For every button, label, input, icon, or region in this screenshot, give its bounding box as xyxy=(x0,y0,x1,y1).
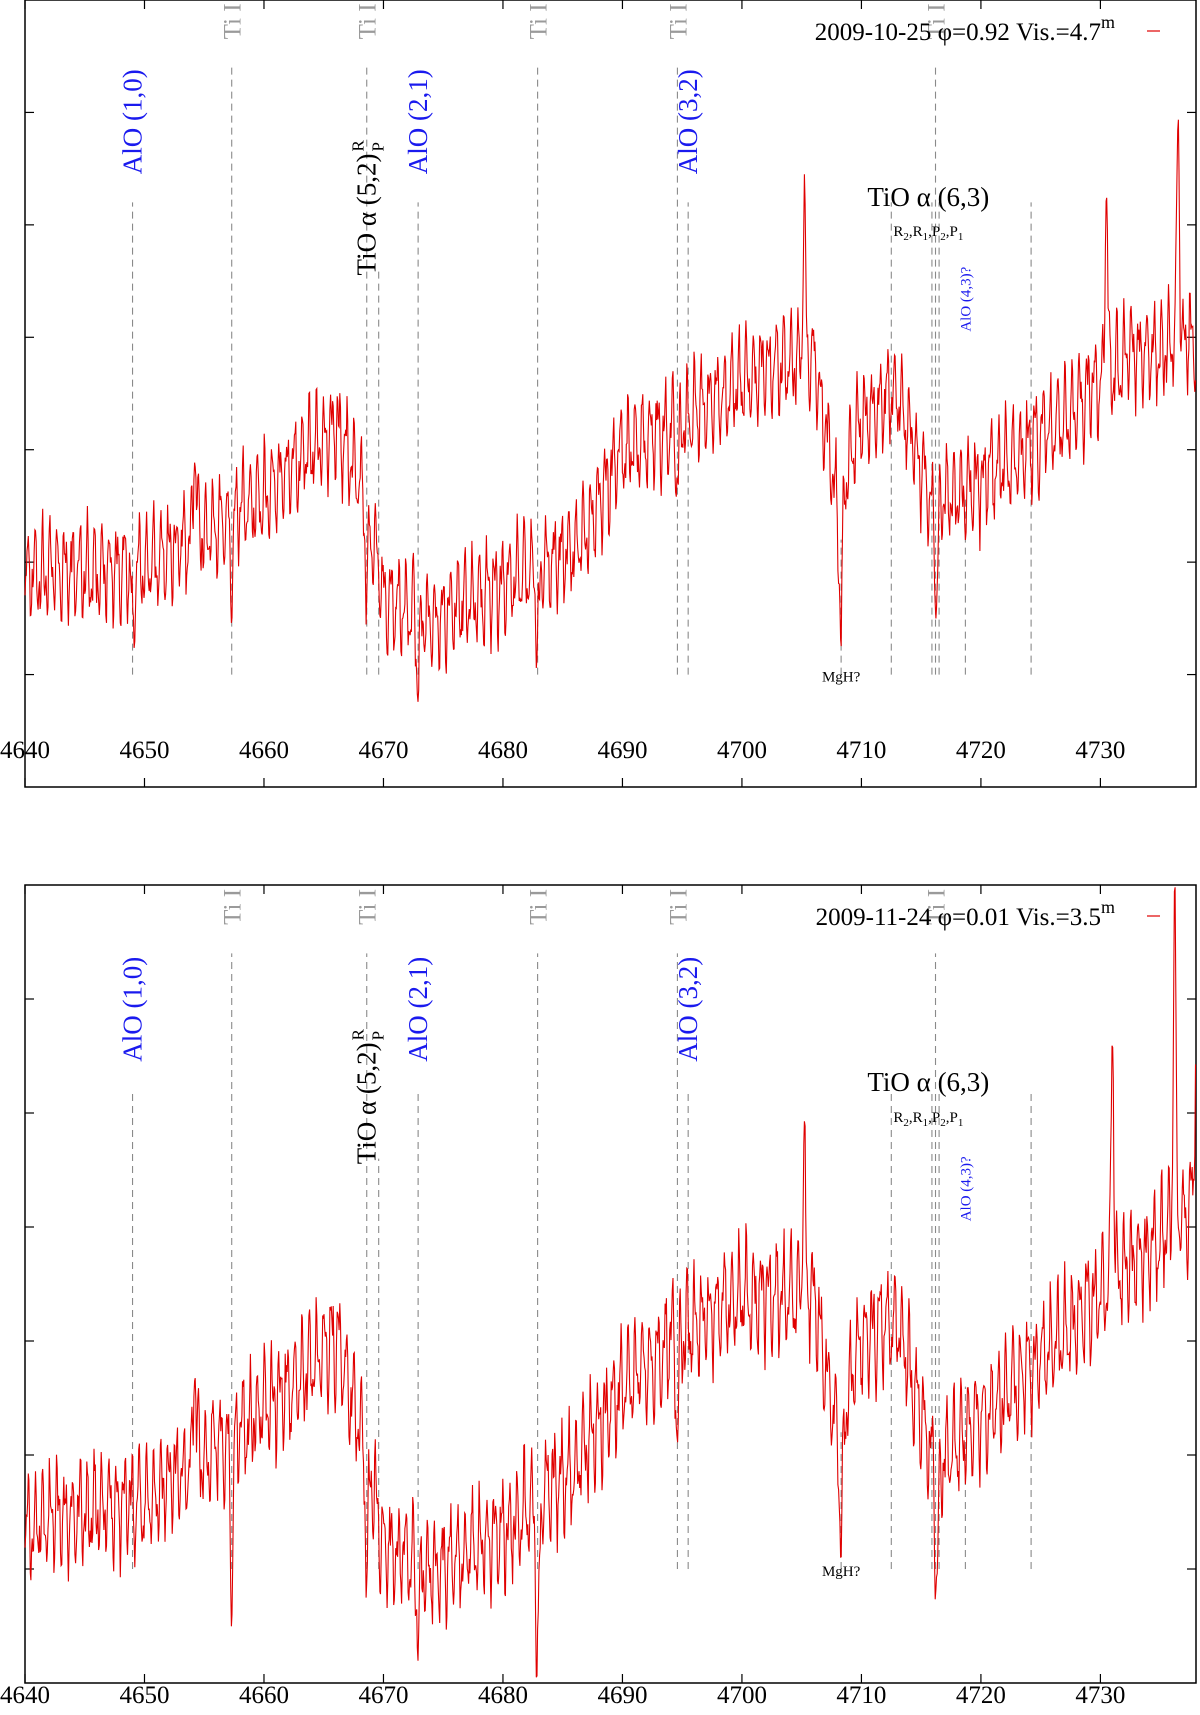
branch-index: 1 xyxy=(958,231,964,243)
tio-6-3-branches: R2,R1,P2,P1 xyxy=(893,1110,963,1129)
axis-ticks xyxy=(24,885,1196,1683)
branch-letter: R xyxy=(913,1110,923,1126)
branch-letter: R xyxy=(893,1110,903,1126)
alo-label: AlO (2,1) xyxy=(403,957,433,1062)
tio-5-2-text: TiO α (5,2) xyxy=(352,154,382,276)
tio-6-3-text: TiO α (6,3) xyxy=(867,182,989,212)
x-tick-label: 4640 xyxy=(0,1682,50,1709)
alo-label: AlO (1,0) xyxy=(118,69,148,174)
mgh-label: MgH? xyxy=(822,670,861,686)
plot-frame xyxy=(24,0,1197,788)
alo-4-3-label: AlO (4,3)? xyxy=(958,1156,974,1221)
ti-label: Ti I xyxy=(220,889,247,925)
legend-label: 2009-10-25 φ=0.92 Vis.=4.7m xyxy=(815,12,1115,46)
branch-index: 1 xyxy=(923,1117,929,1129)
x-tick-label: 4650 xyxy=(119,1682,169,1709)
x-tick-label: 4690 xyxy=(597,737,647,764)
x-tick-label: 4670 xyxy=(358,1682,408,1709)
tio-5-2-branch-r: R xyxy=(349,140,368,152)
ti-label: Ti I xyxy=(220,3,247,39)
tio-6-3-label: TiO α (6,3) R2,R1,P2,P1 xyxy=(867,1067,989,1129)
x-tick-label: 4670 xyxy=(358,737,408,764)
ti-label: Ti I xyxy=(665,889,692,925)
x-tick-label: 4720 xyxy=(956,1682,1006,1709)
alo-label: AlO (1,0) xyxy=(118,957,148,1062)
branch-letter: R xyxy=(893,224,903,240)
x-tick-label: 4710 xyxy=(836,737,886,764)
x-tick-label: 4680 xyxy=(478,1682,528,1709)
ti-label: Ti I xyxy=(924,889,951,925)
x-tick-label: 4660 xyxy=(239,1682,289,1709)
ti-label: Ti I xyxy=(526,889,553,925)
legend: 2009-11-24 φ=0.01 Vis.=3.5m xyxy=(816,897,1160,931)
tio-5-2-label: TiO α (5,2) R P xyxy=(349,1028,388,1164)
spectrum-panel-top: 4640 4650 4660 4670 4680 4690 4700 4710 4720 4730… xyxy=(0,0,1197,788)
branch-index: 2 xyxy=(903,231,909,243)
spectrum-panel-bottom: 4640 4650 4660 4670 4680 4690 4700 4710 4720 4730… xyxy=(0,884,1197,1709)
x-tick-label: 4700 xyxy=(717,737,767,764)
branch-letter: P xyxy=(949,224,957,240)
x-tick-label: 4640 xyxy=(0,737,50,764)
tio-6-3-label: TiO α (6,3) R2,R1,P2,P1 xyxy=(867,182,989,243)
x-tick-label: 4720 xyxy=(956,737,1006,764)
x-tick-label: 4710 xyxy=(836,1682,886,1709)
tio-5-2-text: TiO α (5,2) xyxy=(352,1042,382,1164)
tio-6-3-branches: R2,R1,P2,P1 xyxy=(893,224,963,243)
plot-frame xyxy=(24,884,1197,1684)
ti-label: Ti I xyxy=(665,3,692,39)
branch-index: 2 xyxy=(940,231,946,243)
branch-index: 1 xyxy=(958,1117,964,1129)
x-tick-label: 4650 xyxy=(119,737,169,764)
x-tick-label: 4700 xyxy=(717,1682,767,1709)
spectrum-line xyxy=(24,887,1197,1678)
x-tick-label: 4680 xyxy=(478,737,528,764)
alo-4-3-label: AlO (4,3)? xyxy=(958,266,974,331)
branch-index: 2 xyxy=(903,1117,909,1129)
ti-label: Ti I xyxy=(355,3,382,39)
tio-5-2-branch-r: R xyxy=(349,1028,368,1040)
branch-index: 1 xyxy=(923,231,929,243)
alo-label: AlO (3,2) xyxy=(673,957,703,1062)
x-tick-labels: 4640 4650 4660 4670 4680 4690 4700 4710 4720 4730 xyxy=(0,1682,1125,1709)
branch-letter: P xyxy=(932,224,940,240)
tio-5-2-label: TiO α (5,2) R P xyxy=(349,140,388,276)
ti-label: Ti I xyxy=(526,3,553,39)
branch-letter: P xyxy=(932,1110,940,1126)
branch-index: 2 xyxy=(940,1117,946,1129)
mgh-label: MgH? xyxy=(822,1564,861,1580)
x-tick-labels: 4640 4650 4660 4670 4680 4690 4700 4710 4720 4730 xyxy=(0,737,1125,764)
ti-label: Ti I xyxy=(924,3,951,39)
axis-ticks xyxy=(24,0,1196,787)
x-tick-label: 4690 xyxy=(597,1682,647,1709)
tio-5-2-branch-p: P xyxy=(369,142,388,151)
x-tick-label: 4730 xyxy=(1075,1682,1125,1709)
alo-label: AlO (3,2) xyxy=(673,69,703,174)
spectrum-line xyxy=(24,119,1197,702)
legend: 2009-10-25 φ=0.92 Vis.=4.7m xyxy=(815,12,1160,46)
alo-label: AlO (2,1) xyxy=(403,69,433,174)
x-tick-label: 4730 xyxy=(1075,737,1125,764)
branch-letter: R xyxy=(913,224,923,240)
tio-6-3-text: TiO α (6,3) xyxy=(867,1067,989,1097)
tio-5-2-branch-p: P xyxy=(369,1031,388,1040)
branch-letter: P xyxy=(949,1110,957,1126)
legend-label: 2009-11-24 φ=0.01 Vis.=3.5m xyxy=(816,897,1115,931)
ti-label: Ti I xyxy=(355,889,382,925)
x-tick-label: 4660 xyxy=(239,737,289,764)
